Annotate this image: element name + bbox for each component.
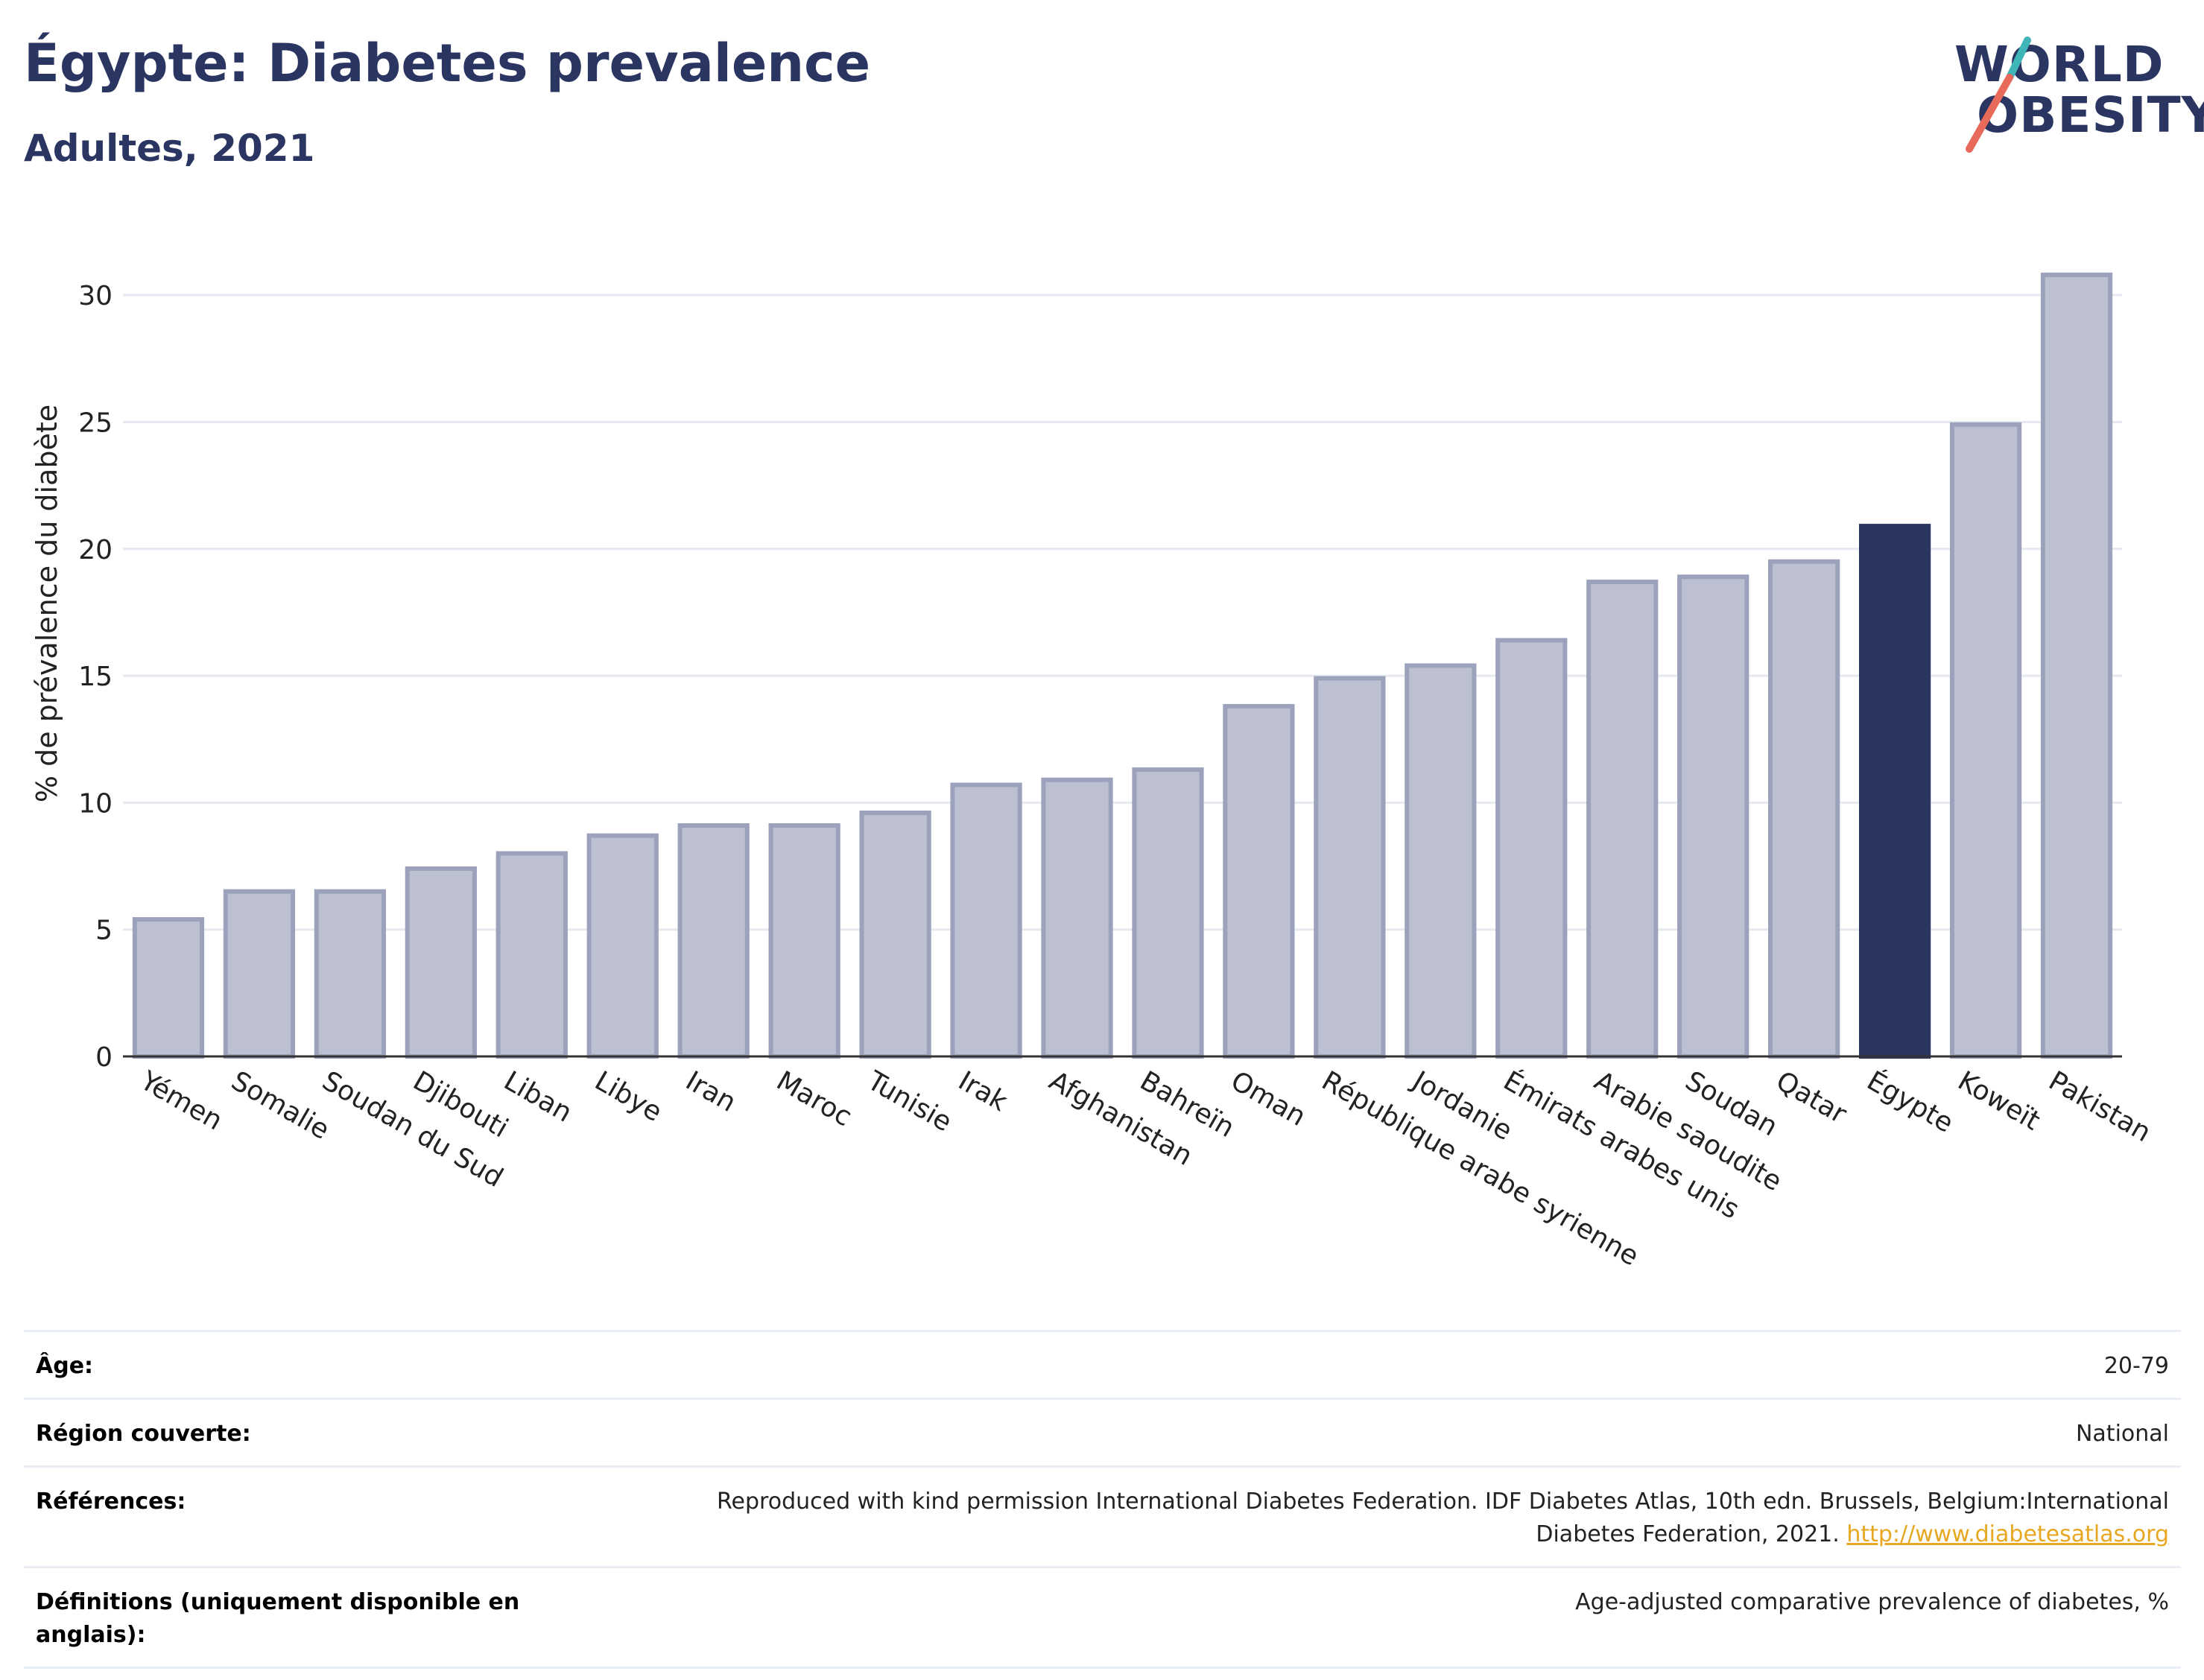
bars [132, 272, 2113, 1059]
bar-Afghanistan[interactable] [1041, 777, 1113, 1059]
age-value: 20-79 [2103, 1353, 2169, 1379]
x-tick-label: Yémen [135, 1065, 228, 1137]
bar-Soudan[interactable] [1677, 574, 1749, 1059]
y-tick-label: 15 [78, 662, 113, 692]
x-tick-label: Irak [953, 1065, 1013, 1118]
bar-Irak[interactable] [950, 782, 1022, 1059]
bar-Égypte[interactable] [1858, 524, 1931, 1059]
bar-Arabie saoudite[interactable] [1586, 580, 1659, 1059]
chart-title: Égypte: Diabetes prevalence [24, 33, 871, 94]
bar-Jordanie[interactable] [1405, 663, 1477, 1059]
x-tick-label: Libye [589, 1065, 667, 1128]
world-obesity-logo[interactable]: WORLD OBESITY [1948, 22, 2204, 156]
references-text: Reproduced with kind permission Internat… [717, 1489, 2169, 1547]
y-axis-label: % de prévalence du diabète [31, 405, 63, 802]
bar-Iran[interactable] [677, 823, 750, 1059]
bar-Yémen[interactable] [132, 917, 205, 1059]
region-label: Région couverte: [36, 1421, 251, 1447]
y-tick-label: 0 [95, 1042, 113, 1073]
bar-Oman[interactable] [1223, 703, 1295, 1059]
logo-text-world: WORLD [1954, 36, 2165, 93]
region-value: National [2075, 1421, 2169, 1447]
y-axis-ticks: 0 5 10 15 20 25 30 [78, 281, 113, 1073]
footer-row-region: Région couverte: National [24, 1398, 2181, 1465]
x-tick-label: Égypte [1862, 1065, 1959, 1138]
chart-subtitle: Adultes, 2021 [24, 127, 315, 170]
x-tick-label: Qatar [1771, 1065, 1852, 1129]
bar-Libye[interactable] [586, 833, 659, 1059]
bar-Djibouti[interactable] [405, 866, 477, 1059]
bar-Tunisie[interactable] [859, 811, 931, 1059]
x-tick-label: Koweït [1953, 1065, 2045, 1136]
y-tick-label: 5 [95, 916, 113, 946]
y-tick-label: 10 [78, 788, 113, 819]
bar-République arabe syrienne[interactable] [1314, 676, 1386, 1059]
age-label: Âge: [36, 1353, 94, 1379]
references-label: Références: [36, 1489, 186, 1515]
bar-Qatar[interactable] [1768, 559, 1840, 1059]
y-tick-label: 30 [78, 281, 113, 311]
bar-Liban[interactable] [495, 851, 568, 1059]
definitions-label: Définitions (uniquement disponible en an… [36, 1589, 520, 1648]
x-tick-label: Tunisie [861, 1065, 957, 1138]
x-tick-label: Oman [1226, 1065, 1311, 1132]
bar-Somalie[interactable] [223, 889, 296, 1059]
footer-row-references: Références: Reproduced with kind permiss… [24, 1465, 2181, 1566]
logo-slash-icon [1966, 37, 2031, 153]
metadata-table: Âge: 20-79 Région couverte: National Réf… [24, 1330, 2181, 1669]
bar-Maroc[interactable] [768, 823, 840, 1059]
bar-Émirats arabes unis[interactable] [1495, 638, 1568, 1059]
references-link[interactable]: http://www.diabetesatlas.org [1846, 1521, 2169, 1547]
bar-Bahreïn[interactable] [1132, 767, 1204, 1059]
x-tick-label: Pakistan [2044, 1065, 2156, 1148]
footer-row-definitions: Définitions (uniquement disponible en an… [24, 1566, 2181, 1669]
y-tick-label: 25 [78, 408, 113, 438]
bar-Pakistan[interactable] [2040, 272, 2113, 1059]
y-tick-label: 20 [78, 535, 113, 565]
bar-Koweït[interactable] [1949, 422, 2022, 1059]
x-tick-label: Maroc [771, 1065, 857, 1132]
definitions-value: Age-adjusted comparative prevalence of d… [1575, 1589, 2169, 1615]
footer-row-age: Âge: 20-79 [24, 1330, 2181, 1398]
logo-text-obesity: OBESITY [1977, 86, 2204, 144]
x-tick-label: République arabe syrienne [1317, 1065, 1644, 1272]
bar-Soudan du Sud[interactable] [314, 889, 387, 1059]
x-tick-label: Iran [680, 1065, 741, 1118]
x-tick-label: Somalie [226, 1065, 334, 1146]
references-value: Reproduced with kind permission Internat… [642, 1486, 2169, 1551]
